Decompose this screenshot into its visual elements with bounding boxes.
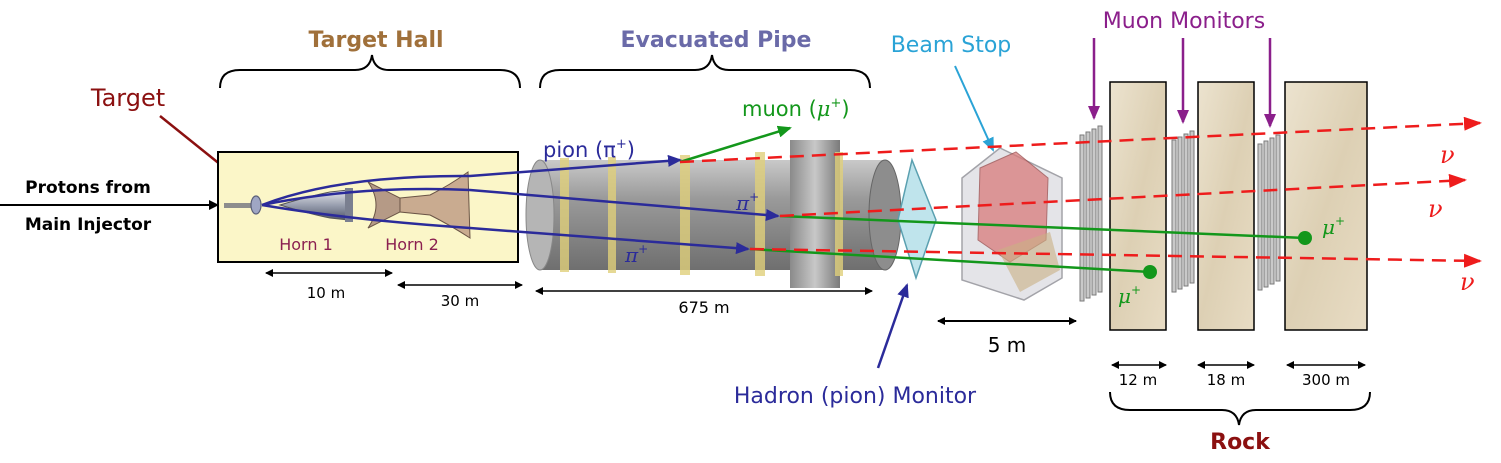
evacuated-pipe-brace xyxy=(539,54,871,89)
pion-track-middle xyxy=(261,187,780,221)
pion-track-lower xyxy=(261,203,750,255)
dim-18m-label: 18 m xyxy=(1207,371,1245,389)
horn1-flange xyxy=(345,188,353,222)
rock-block-2 xyxy=(1197,81,1255,331)
neutrino-track-middle xyxy=(779,173,1467,218)
dim-5m-label: 5 m xyxy=(988,333,1027,357)
muon-monitors-title: Muon Monitors xyxy=(1103,9,1265,34)
rock-block-3 xyxy=(1284,81,1368,331)
target-icon xyxy=(250,195,262,215)
muon-stop-point-2 xyxy=(1143,265,1157,279)
decay-pipe xyxy=(525,140,902,288)
nu-label-middle: ν xyxy=(1428,195,1443,223)
nu-label-lower: ν xyxy=(1460,268,1475,296)
pi-plus-label-lower: π+ xyxy=(624,242,648,267)
muon-monitor-3 xyxy=(1257,134,1281,291)
dim-30m-label: 30 m xyxy=(441,292,479,310)
target-label: Target xyxy=(90,84,165,112)
target-rod xyxy=(224,203,252,208)
dim-12m-label: 12 m xyxy=(1119,371,1157,389)
protons-label-line2: Main Injector xyxy=(25,215,152,235)
horn2-shape xyxy=(367,181,401,229)
pi-plus-label-middle: π+ xyxy=(735,190,759,215)
beam-stop-pointer xyxy=(954,65,994,152)
muon-track-upper xyxy=(679,125,792,164)
rock-brace xyxy=(1109,391,1371,426)
horn2-label: Horn 2 xyxy=(385,235,439,254)
neutrino-track-upper xyxy=(679,116,1482,164)
pion-track-upper xyxy=(261,154,682,207)
hadron-monitor-pointer xyxy=(876,283,909,369)
dim-10m-label: 10 m xyxy=(307,284,345,302)
muon-stop-point-1 xyxy=(1298,231,1312,245)
pion-label: pion (π+) xyxy=(543,137,635,162)
target-hall-title: Target Hall xyxy=(308,28,443,53)
horn1-label: Horn 1 xyxy=(279,235,333,254)
muon-track-middle xyxy=(779,214,1306,240)
mu-plus-label-upper: μ+ xyxy=(1322,214,1345,239)
muon-label: muon (μ+) xyxy=(742,96,850,121)
beam-stop-title: Beam Stop xyxy=(891,33,1012,58)
muon-monitor-2 xyxy=(1171,130,1195,293)
mu-plus-label-lower: μ+ xyxy=(1118,283,1141,308)
dim-675m-label: 675 m xyxy=(678,298,729,317)
muon-track-lower xyxy=(749,247,1151,274)
protons-label-line1: Protons from xyxy=(25,178,151,198)
rock-title: Rock xyxy=(1210,430,1271,455)
target-hall-box xyxy=(217,151,519,263)
hadron-monitor xyxy=(897,157,937,281)
hadron-monitor-label: Hadron (pion) Monitor xyxy=(734,384,977,409)
muon-monitor-1 xyxy=(1079,125,1103,302)
target-hall-brace xyxy=(219,54,521,89)
nu-label-upper: ν xyxy=(1440,141,1455,169)
rock-block-1 xyxy=(1109,81,1167,331)
neutrino-track-lower xyxy=(749,247,1482,268)
dim-300m-label: 300 m xyxy=(1302,371,1350,389)
evacuated-pipe-title: Evacuated Pipe xyxy=(621,28,812,53)
